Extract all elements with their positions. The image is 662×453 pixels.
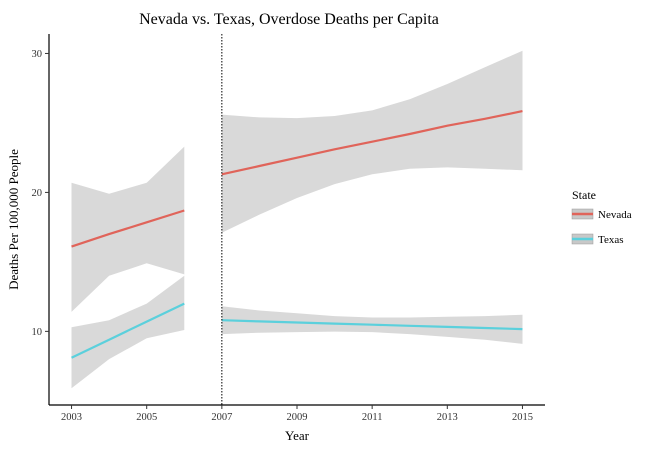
- legend-label-texas: Texas: [598, 234, 624, 246]
- x-tick-label: 2005: [136, 412, 157, 423]
- x-axis-title: Year: [285, 428, 310, 443]
- y-tick-label: 10: [32, 327, 43, 338]
- series-line-nevada-2: [221, 110, 523, 176]
- confidence-band-texas-1: [71, 275, 185, 389]
- y-axis-title: Deaths Per 100,000 People: [6, 149, 21, 290]
- x-tick-label: 2013: [437, 412, 458, 423]
- y-tick-label: 20: [32, 188, 43, 199]
- x-tick-label: 2003: [61, 412, 82, 423]
- legend-title: State: [572, 188, 596, 202]
- y-tick-label: 30: [32, 49, 43, 60]
- chart-title: Nevada vs. Texas, Overdose Deaths per Ca…: [139, 11, 439, 28]
- legend-items: Nevada Texas: [571, 208, 632, 246]
- axes: 2003 2005 2007 2009 2011 2013 2015 10 20 30: [32, 34, 545, 423]
- series-line-texas-1: [71, 302, 185, 359]
- x-tick-label: 2009: [287, 412, 308, 423]
- plot-area: [71, 34, 523, 405]
- series-line-texas-2: [221, 319, 523, 331]
- legend-label-nevada: Nevada: [598, 209, 632, 221]
- x-tick-label: 2011: [362, 412, 383, 423]
- x-tick-label: 2007: [211, 412, 232, 423]
- x-tick-label: 2015: [512, 412, 533, 423]
- series-line-nevada-1: [71, 209, 185, 248]
- legend: State Nevada Texas: [571, 188, 632, 246]
